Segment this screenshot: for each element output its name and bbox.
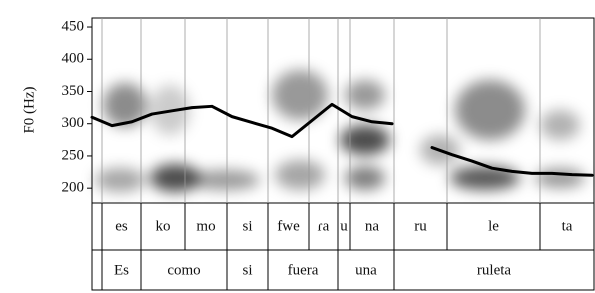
y-tick-label: 450 <box>62 18 85 34</box>
spectrogram <box>95 70 585 192</box>
tier-label: ruleta <box>477 262 511 278</box>
y-tick-label: 200 <box>62 180 85 196</box>
tier-label: le <box>488 218 499 234</box>
tier-label: ru <box>414 218 427 234</box>
tier-label: fwe <box>277 218 300 234</box>
tier-label: ta <box>562 218 573 234</box>
tier-label: si <box>242 218 252 234</box>
tier-label: fuera <box>288 262 319 278</box>
y-tick-label: 400 <box>62 51 85 67</box>
tier-label: Es <box>114 262 129 278</box>
y-tick-label: 250 <box>62 147 85 163</box>
y-tick-label: 350 <box>62 83 85 99</box>
tier-label: mo <box>196 218 215 234</box>
tier-label: como <box>167 262 200 278</box>
y-tick-label: 300 <box>62 115 85 131</box>
tier-label: es <box>115 218 128 234</box>
tier-label: ko <box>156 218 171 234</box>
frame <box>92 18 594 290</box>
tier-label: na <box>365 218 380 234</box>
tier-label: ɾa <box>318 218 330 234</box>
tier-label: una <box>355 262 377 278</box>
y-axis-label: F0 (Hz) <box>21 86 37 133</box>
tier-label: si <box>242 262 252 278</box>
tier-label: u <box>340 218 348 234</box>
chart: F0 (Hz) 200250300350400450eskomosifweɾau… <box>0 0 595 293</box>
